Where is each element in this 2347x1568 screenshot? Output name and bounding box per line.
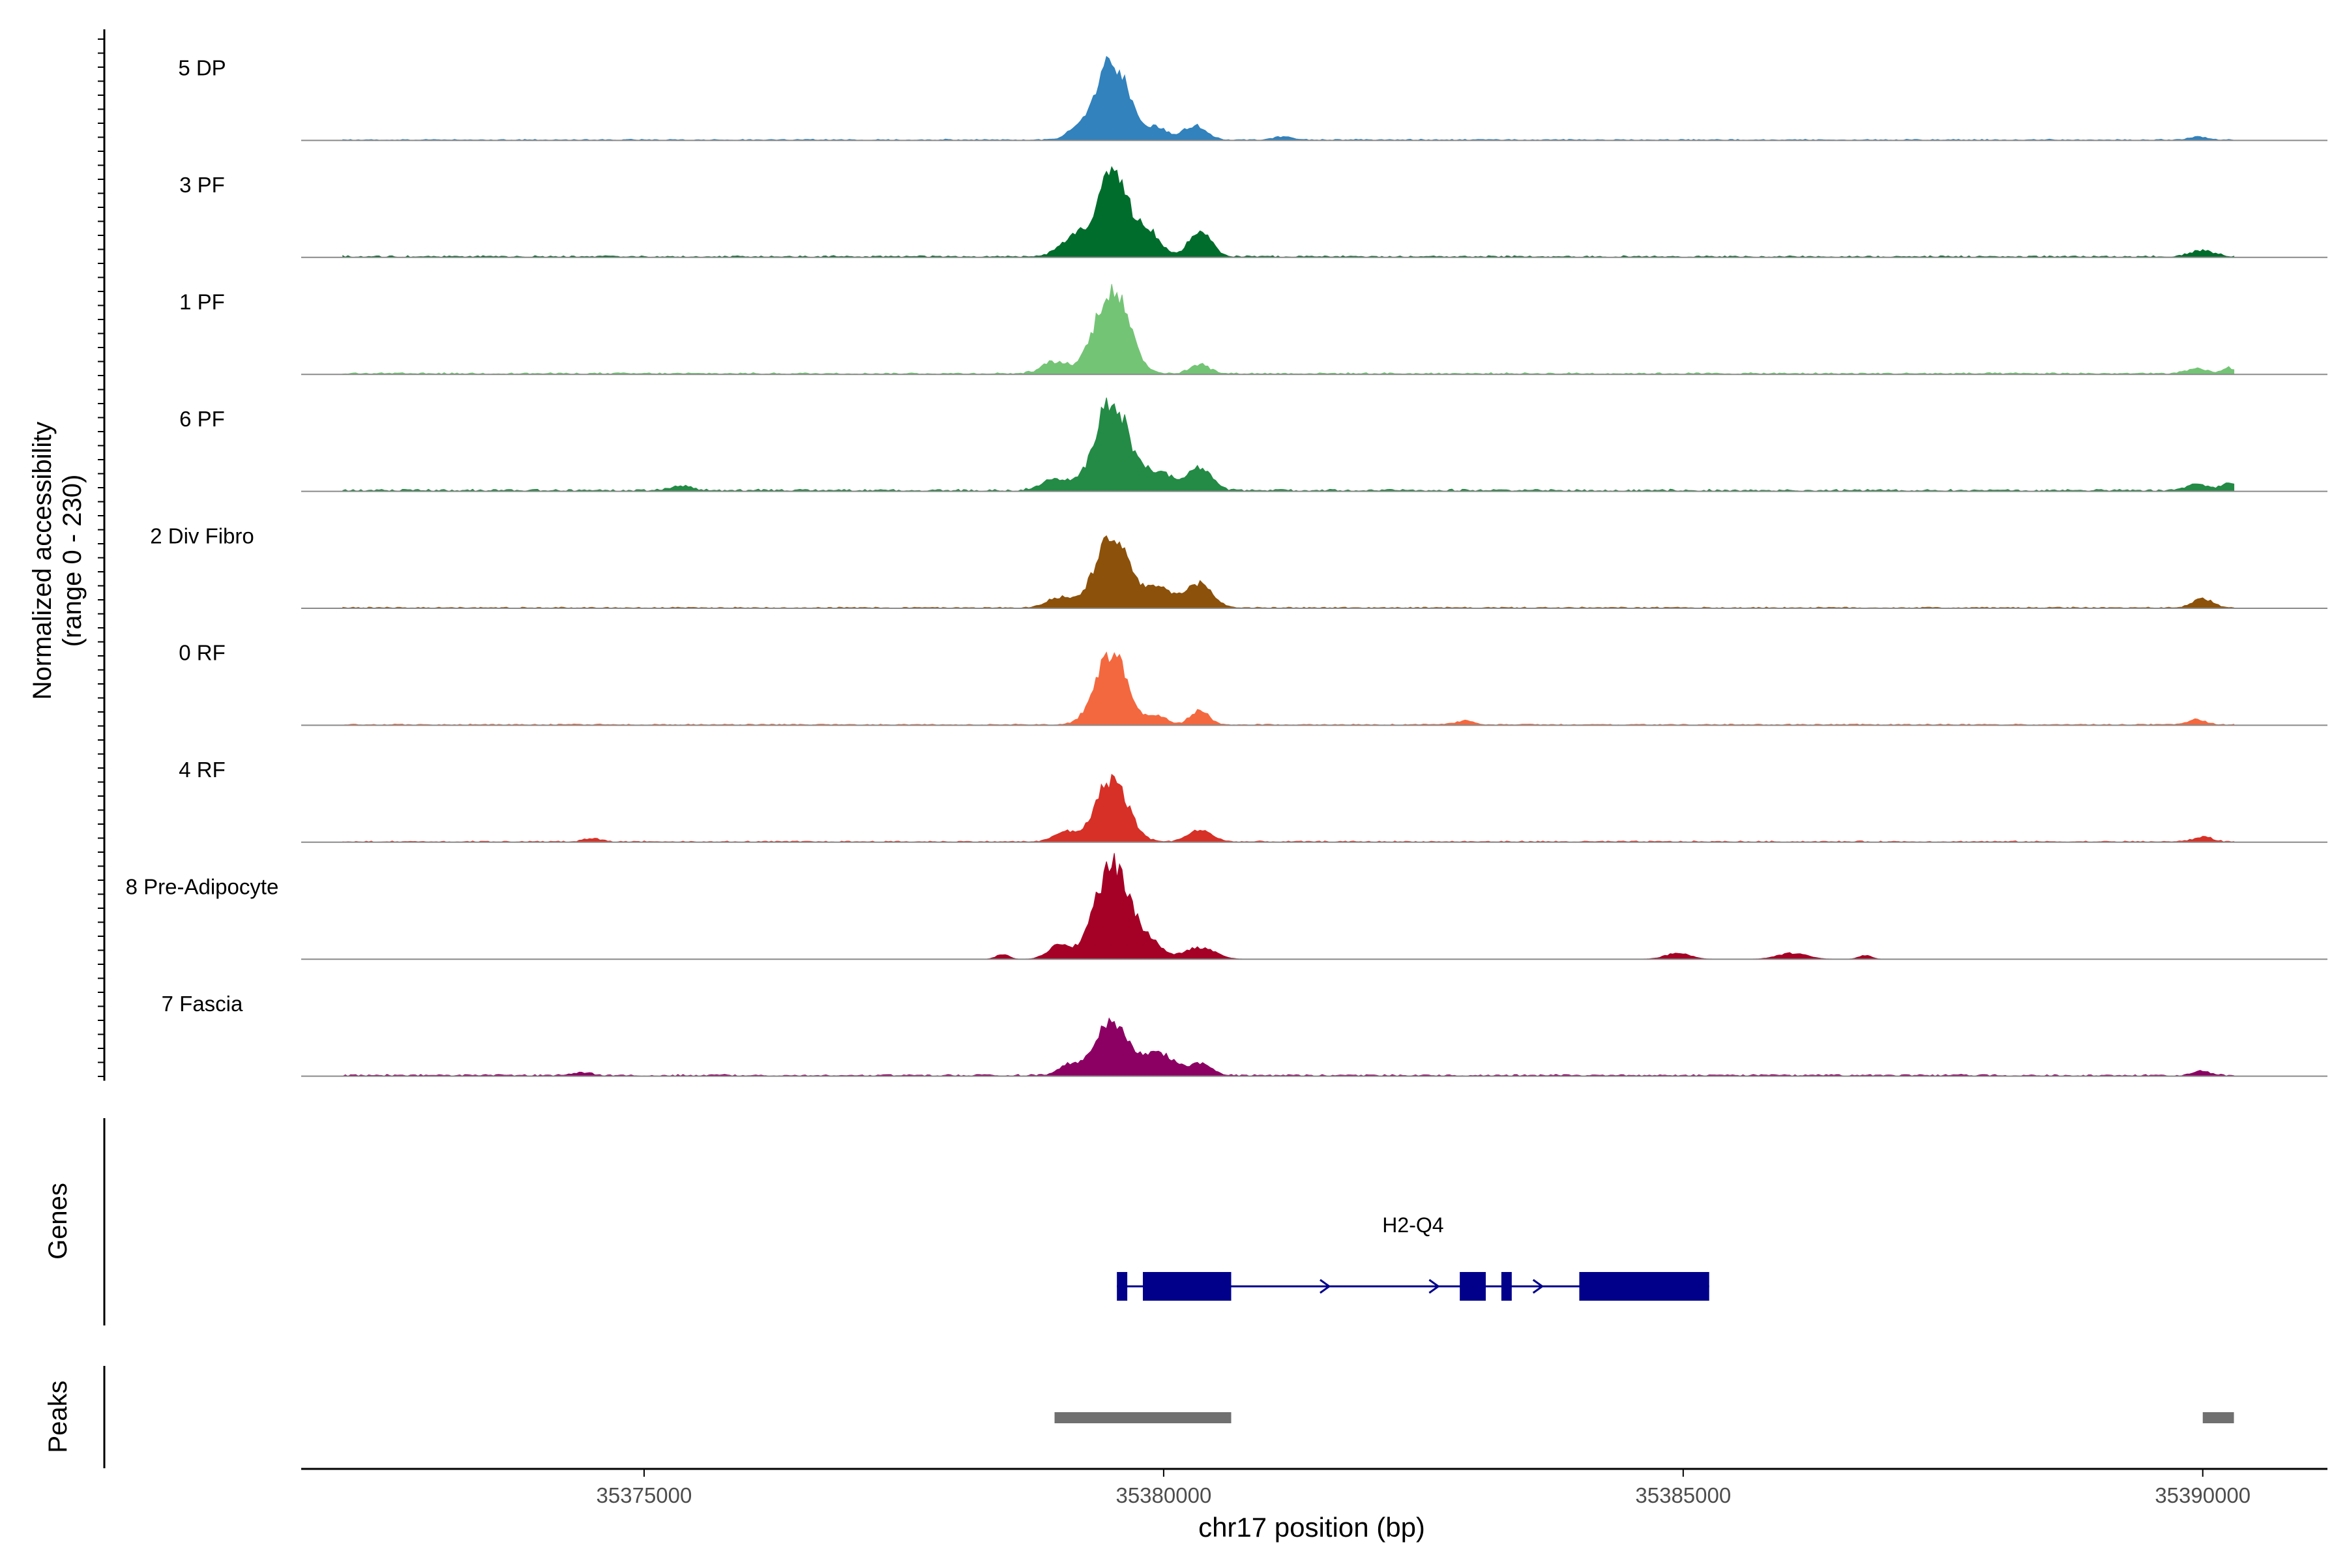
track-2-div-fibro: 2 Div Fibro [150,524,2327,609]
coverage-area [342,397,2235,492]
x-axis-title: chr17 position (bp) [1198,1512,1425,1543]
track-1-pf: 1 PF [179,284,2327,376]
gene-exon [1579,1272,1709,1301]
gene-exon [1501,1272,1512,1301]
peak-region [2202,1412,2234,1423]
genes-panel-label: Genes [44,1183,72,1260]
track-label: 6 PF [179,407,225,431]
x-tick-label: 35375000 [597,1483,692,1507]
track-0-rf: 0 RF [179,641,2327,726]
coverage-area [342,284,2235,375]
strand-arrow [1320,1279,1331,1294]
strand-arrow [1428,1279,1440,1294]
track-7-fascia: 7 Fascia [162,992,2327,1077]
track-label: 0 RF [179,641,226,665]
peaks-panel-label: Peaks [44,1380,72,1453]
coverage-area [342,55,2235,141]
track-label: 7 Fascia [162,992,243,1016]
track-5-dp: 5 DP [178,56,2327,141]
x-axis: 35375000 35380000 35385000 35390000 [98,29,2327,1507]
x-tick-label: 35390000 [2155,1483,2251,1507]
track-label: 1 PF [179,290,225,314]
track-label: 4 RF [179,758,226,782]
track-label: 5 DP [178,56,226,80]
track-label: 8 Pre-Adipocyte [126,875,279,899]
gene-name-label: H2-Q4 [1382,1213,1443,1237]
peaks-panel [103,1366,2234,1468]
x-tick-label: 35380000 [1115,1483,1211,1507]
track-8-pre-adipocyte: 8 Pre-Adipocyte [126,853,2327,960]
track-6-pf: 6 PF [179,397,2327,492]
genes-panel: H2-Q4 [103,1118,1709,1325]
gene-exon [1143,1272,1232,1301]
coverage-area [342,166,2235,258]
peak-region [1054,1412,1232,1423]
y-axis-title-line1: Normalized accessibility [28,422,57,700]
gene-exon [1117,1272,1128,1301]
strand-arrow [1532,1279,1544,1294]
coverage-area [342,1017,2235,1077]
coverage-area [342,773,2235,843]
y-axis-title-line2: (range 0 - 230) [58,475,87,647]
coverage-area [342,535,2235,609]
track-label: 3 PF [179,173,225,197]
track-4-rf: 4 RF [179,758,2327,843]
gene-h2-q4: H2-Q4 [1117,1213,1709,1301]
track-label: 2 Div Fibro [150,524,254,548]
track-3-pf: 3 PF [179,166,2327,258]
coverage-area [342,853,2234,960]
x-tick-label: 35385000 [1635,1483,1731,1507]
coverage-area [342,651,2235,726]
coverage-tracks: 5 DP 3 PF 1 PF 6 PF 2 Div Fibro 0 RF 4 RF 8 Pre… [126,56,2327,1077]
gene-exon [1460,1272,1486,1301]
